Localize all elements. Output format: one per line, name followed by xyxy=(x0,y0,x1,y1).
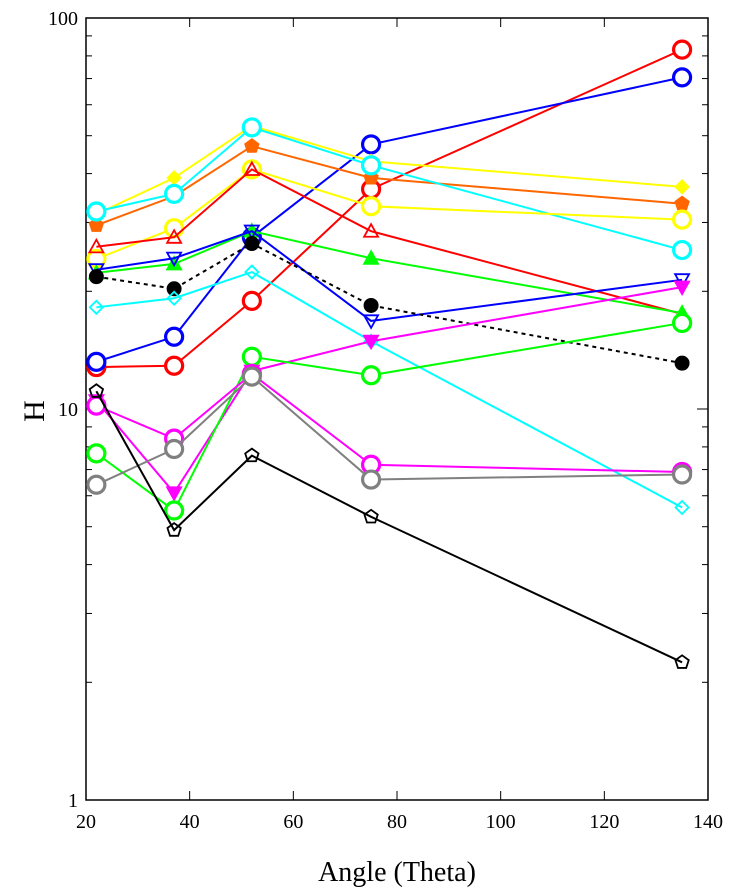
series-line xyxy=(96,270,683,509)
data-point xyxy=(244,138,260,153)
data-point xyxy=(362,249,380,265)
series-line xyxy=(96,168,683,315)
data-point xyxy=(671,239,693,261)
x-tick-label: 40 xyxy=(180,811,200,833)
data-point xyxy=(165,228,183,244)
data-point xyxy=(241,346,262,367)
y-axis-title: H xyxy=(18,400,51,422)
y-tick-label: 10 xyxy=(58,399,78,421)
data-point xyxy=(164,438,185,460)
data-point xyxy=(244,447,260,463)
x-tick-label: 20 xyxy=(76,811,96,833)
series-line xyxy=(96,230,683,314)
data-point xyxy=(166,290,182,307)
data-point xyxy=(86,474,107,495)
series-4 xyxy=(88,138,690,232)
data-point xyxy=(673,273,691,289)
data-point xyxy=(674,499,690,516)
series-9 xyxy=(87,224,691,330)
data-point xyxy=(674,654,690,669)
data-point xyxy=(243,160,261,176)
data-point xyxy=(87,237,105,254)
series-12 xyxy=(87,280,691,502)
series-7 xyxy=(87,160,691,321)
data-point xyxy=(241,366,262,387)
series-5 xyxy=(86,117,693,261)
data-point xyxy=(86,443,107,464)
data-point xyxy=(86,351,107,372)
x-tick-label: 80 xyxy=(387,811,407,833)
data-point xyxy=(164,500,185,521)
data-point xyxy=(166,170,182,186)
data-point xyxy=(88,383,105,398)
data-point xyxy=(674,195,690,211)
y-tick-label: 100 xyxy=(48,8,78,30)
series-layer xyxy=(86,39,693,669)
data-point xyxy=(88,217,105,232)
series-10 xyxy=(88,236,690,371)
data-point xyxy=(360,365,382,386)
x-axis-title: Angle (Theta) xyxy=(318,857,476,888)
data-point xyxy=(244,264,260,280)
data-point xyxy=(360,155,382,176)
x-axis: 20 40 60 80 100 120 140 xyxy=(76,18,723,833)
y-axis: 1 10 100 xyxy=(48,8,708,812)
data-point xyxy=(164,326,185,347)
data-point xyxy=(363,297,379,313)
data-point xyxy=(86,201,107,222)
data-point xyxy=(671,464,693,485)
data-point xyxy=(363,508,379,524)
series-line xyxy=(96,168,683,260)
data-point xyxy=(360,469,382,490)
data-point xyxy=(671,67,693,88)
data-point xyxy=(362,222,380,238)
series-line xyxy=(95,372,683,474)
data-point xyxy=(88,299,105,316)
x-tick-label: 140 xyxy=(693,811,723,833)
series-line xyxy=(96,230,683,322)
data-point xyxy=(674,179,690,195)
data-point xyxy=(88,269,104,285)
data-point xyxy=(241,290,262,312)
x-tick-label: 120 xyxy=(589,811,619,833)
data-point xyxy=(165,255,183,271)
data-point xyxy=(362,334,380,351)
data-point xyxy=(673,280,691,296)
plot-border xyxy=(85,17,709,801)
data-point xyxy=(164,218,185,239)
data-point xyxy=(671,209,693,230)
data-point xyxy=(165,251,183,268)
data-point xyxy=(360,196,382,217)
data-point xyxy=(166,281,182,297)
data-point xyxy=(243,224,261,241)
x-tick-label: 60 xyxy=(283,811,303,833)
x-tick-label: 100 xyxy=(486,811,516,833)
series-13 xyxy=(86,312,693,521)
plot-frame xyxy=(85,17,709,801)
data-point xyxy=(360,134,382,155)
data-point xyxy=(674,355,690,371)
series-16 xyxy=(88,383,690,669)
data-point xyxy=(671,312,693,334)
data-point xyxy=(86,395,107,416)
y-tick-label: 1 xyxy=(68,790,78,812)
data-point xyxy=(164,183,185,204)
data-point xyxy=(244,236,260,252)
data-point xyxy=(164,355,185,376)
data-point xyxy=(362,314,380,330)
data-point xyxy=(671,39,693,60)
data-point xyxy=(165,486,183,502)
series-1 xyxy=(86,39,693,378)
series-15 xyxy=(86,366,693,495)
data-point xyxy=(241,117,262,138)
data-point xyxy=(166,522,182,537)
series-line xyxy=(95,390,683,664)
